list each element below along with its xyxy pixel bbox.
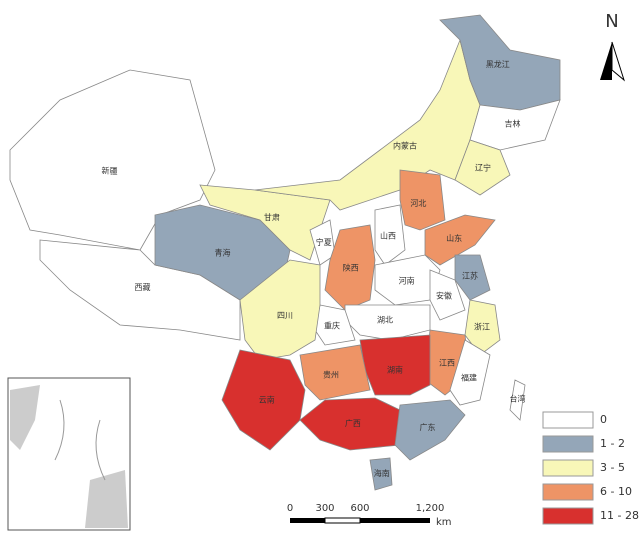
- province-label: 河北: [410, 198, 426, 208]
- province-label: 新疆: [102, 165, 118, 175]
- province-label: 内蒙古: [393, 141, 417, 151]
- province: [374, 204, 406, 266]
- province-label: 湖南: [387, 365, 403, 375]
- province-label: 广西: [345, 418, 361, 428]
- province: [394, 399, 466, 461]
- scale-tick: 1,200: [416, 503, 445, 514]
- arrow-right: [611, 41, 625, 82]
- north-label: N: [605, 11, 618, 32]
- province-label: 浙江: [474, 322, 490, 332]
- province-label: 河南: [399, 275, 415, 285]
- province-label: 福建: [461, 373, 477, 383]
- inset-land: [10, 385, 40, 450]
- legend-swatch: [542, 435, 594, 453]
- legend-swatch: [542, 459, 594, 477]
- scale-seg: [360, 518, 430, 523]
- scale-tick: 0: [287, 503, 293, 514]
- province: [39, 239, 241, 341]
- province-label: 山西: [380, 231, 396, 241]
- legend-swatch: [542, 411, 594, 429]
- province: [454, 139, 511, 196]
- scale-tick: 600: [350, 503, 369, 514]
- province: [399, 169, 446, 231]
- legend-label: 0: [600, 413, 607, 426]
- province-label: 吉林: [505, 119, 521, 129]
- province-label: 台湾: [510, 393, 526, 403]
- province-label: 宁夏: [316, 237, 332, 247]
- legend-label: 11 - 28: [600, 509, 639, 522]
- scale-seg: [324, 517, 361, 524]
- province-label: 辽宁: [475, 163, 491, 173]
- province: [429, 269, 466, 321]
- legend-label: 6 - 10: [600, 485, 632, 498]
- province-label: 四川: [277, 311, 293, 320]
- legend: 0 1 - 2 3 - 5 6 - 10 11 - 28: [542, 411, 639, 525]
- province-label: 海南: [374, 468, 390, 478]
- scale-unit: km: [436, 517, 452, 528]
- scale-tick: 300: [315, 503, 334, 514]
- arrow-left: [600, 42, 612, 80]
- province: [509, 379, 526, 421]
- province-label: 黑龙江: [486, 59, 510, 69]
- province: [299, 344, 371, 401]
- province: [449, 339, 491, 406]
- legend-label: 1 - 2: [600, 437, 625, 450]
- north-arrow: N: [600, 11, 625, 82]
- province: [221, 349, 306, 451]
- province-label: 湖北: [377, 316, 393, 325]
- inset: [7, 377, 131, 531]
- province-label: 甘肃: [264, 212, 280, 222]
- province: [254, 38, 481, 211]
- scale-seg: [290, 518, 325, 523]
- province-label: 贵州: [323, 370, 339, 380]
- province-label: 西藏: [135, 282, 151, 292]
- province-label: 广东: [420, 422, 436, 432]
- province-label: 青海: [215, 248, 231, 258]
- province: [464, 299, 501, 356]
- legend-label: 3 - 5: [600, 461, 625, 474]
- province: [369, 457, 393, 491]
- province: [454, 254, 491, 301]
- scale-bar: 0 300 600 1,200 km: [287, 503, 452, 528]
- province-label: 安徽: [436, 291, 452, 301]
- inset-islands: [54, 399, 106, 481]
- province-label: 重庆: [324, 321, 340, 331]
- legend-swatch: [542, 507, 594, 525]
- province-label: 江苏: [462, 271, 478, 281]
- province: [9, 69, 216, 251]
- inset-land: [85, 470, 128, 528]
- province-label: 江西: [439, 359, 455, 368]
- province: [239, 259, 321, 361]
- province-label: 云南: [259, 395, 275, 405]
- province-label: 陕西: [343, 262, 359, 272]
- province-label: 山东: [446, 233, 462, 243]
- legend-swatch: [542, 483, 594, 501]
